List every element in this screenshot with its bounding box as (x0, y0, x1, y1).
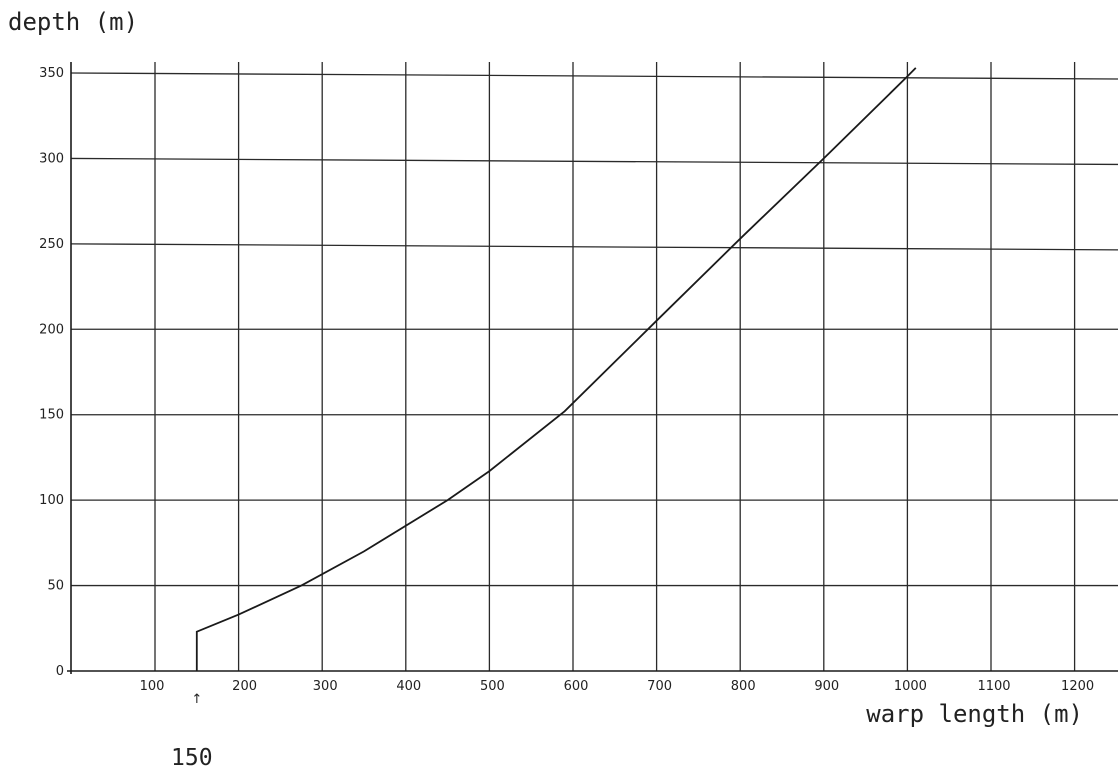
x-tick-400: 400 (396, 679, 421, 694)
y-tick-0: 0 (56, 664, 64, 679)
x-tick-1000: 1000 (894, 679, 927, 694)
x-tick-200: 200 (232, 679, 257, 694)
grid-line-y-300 (70, 157, 1119, 166)
grid-line-y-350 (70, 72, 1119, 80)
x-axis-title: warp length (m) (866, 700, 1083, 728)
grid-line-y-250 (70, 243, 1119, 251)
x-tick-100: 100 (140, 679, 165, 694)
grid (70, 62, 1119, 671)
axes (67, 62, 1118, 674)
y-tick-350: 350 (39, 66, 64, 81)
y-tick-50: 50 (47, 579, 64, 594)
x-tick-1200: 1200 (1061, 679, 1094, 694)
x-tick-300: 300 (313, 679, 338, 694)
x-tick-500: 500 (480, 679, 505, 694)
y-tick-100: 100 (39, 493, 64, 508)
annotation-arrow: ↑ (191, 692, 202, 707)
annotation-label: 150 (171, 745, 213, 771)
y-tick-150: 150 (39, 408, 64, 423)
y-tick-200: 200 (39, 322, 64, 337)
x-tick-labels: 100 200 300 400 500 600 700 800 900 1000 1100 1200 (140, 679, 1095, 694)
y-tick-250: 250 (39, 237, 64, 252)
x-tick-900: 900 (814, 679, 839, 694)
y-tick-labels: 0 50 100 150 200 250 300 350 (39, 66, 64, 679)
x-tick-700: 700 (647, 679, 672, 694)
x-tick-600: 600 (564, 679, 589, 694)
x-tick-800: 800 (731, 679, 756, 694)
series-line (195, 67, 917, 671)
x-tick-1100: 1100 (977, 679, 1010, 694)
y-axis-title: depth (m) (8, 8, 138, 36)
y-tick-300: 300 (39, 151, 64, 166)
